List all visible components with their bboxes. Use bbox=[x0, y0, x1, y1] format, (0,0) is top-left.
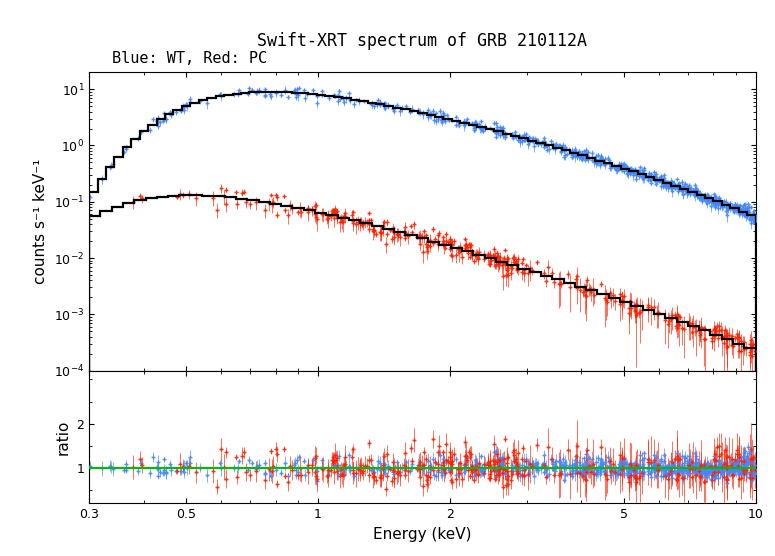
Text: Swift-XRT spectrum of GRB 210112A: Swift-XRT spectrum of GRB 210112A bbox=[257, 32, 587, 50]
Y-axis label: ratio: ratio bbox=[56, 419, 71, 455]
Text: Blue: WT, Red: PC: Blue: WT, Red: PC bbox=[112, 51, 267, 66]
X-axis label: Energy (keV): Energy (keV) bbox=[373, 527, 472, 542]
Y-axis label: counts s⁻¹ keV⁻¹: counts s⁻¹ keV⁻¹ bbox=[33, 159, 48, 284]
